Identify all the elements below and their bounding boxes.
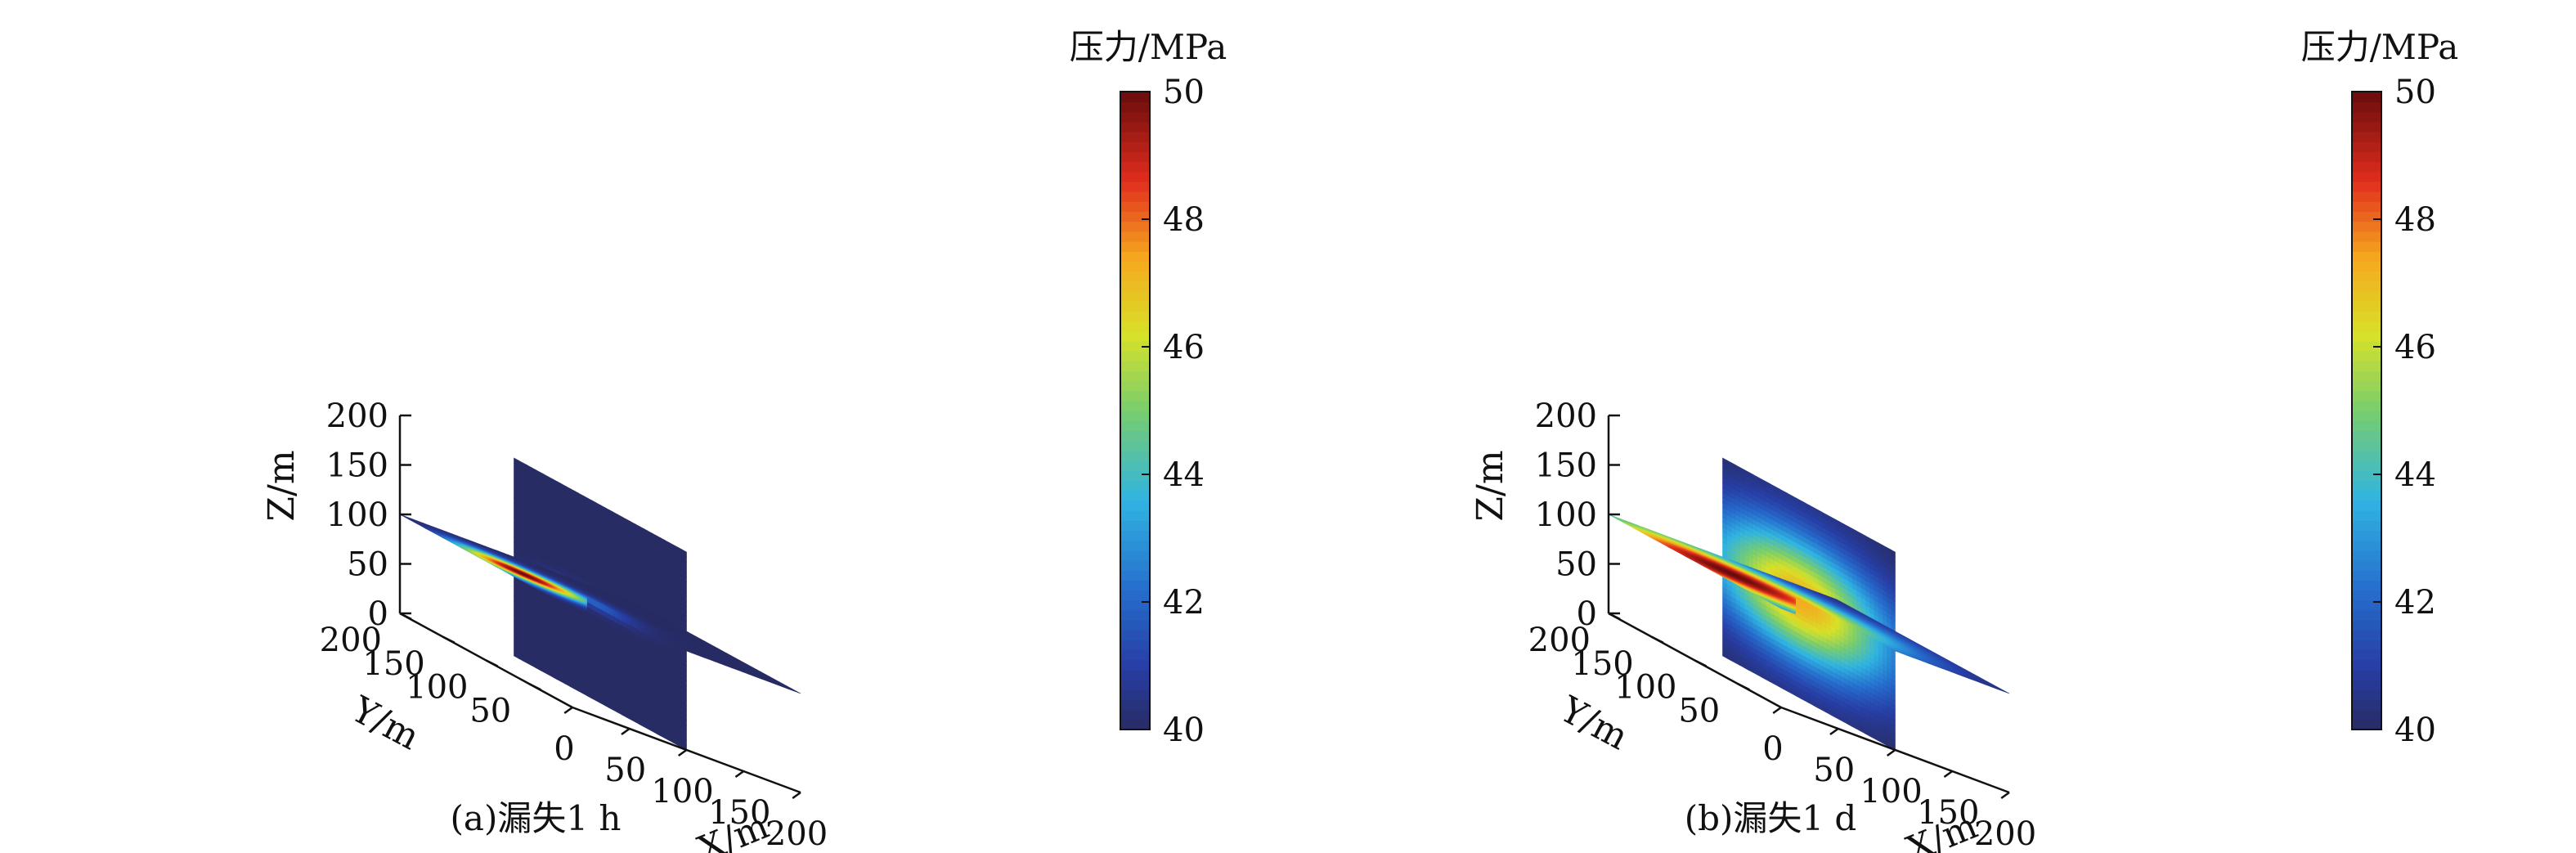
z-axis-label: Z/m — [261, 450, 303, 521]
colorbar-step — [1120, 649, 1150, 661]
colorbar-step — [1120, 659, 1150, 671]
colorbar-step — [1120, 550, 1150, 561]
colorbar-step — [1120, 480, 1150, 492]
colorbar-step — [1120, 281, 1150, 292]
colorbar-tick-label: 44 — [1163, 456, 1205, 494]
colorbar-step — [1120, 400, 1150, 411]
x-tick-label: 200 — [765, 815, 828, 853]
colorbar-step — [1120, 161, 1150, 173]
colorbar-tick-label: 46 — [1163, 329, 1205, 366]
colorbar-step — [1120, 709, 1150, 721]
colorbar-step — [1120, 510, 1150, 521]
colorbar-step — [1120, 590, 1150, 601]
colorbar-step — [1120, 141, 1150, 152]
colorbar-step — [1120, 530, 1150, 541]
colorbar-step — [1120, 290, 1150, 302]
colorbar-step — [1120, 390, 1150, 402]
colorbar-step — [1120, 450, 1150, 461]
colorbar-step — [1120, 300, 1150, 312]
colorbar-step — [1120, 420, 1150, 432]
colorbar-step — [1120, 131, 1150, 142]
y-tick — [528, 683, 541, 691]
colorbar-step — [1120, 191, 1150, 202]
colorbar-step — [1120, 231, 1150, 242]
colorbar-step — [1120, 490, 1150, 501]
colorbar-step — [1120, 370, 1150, 382]
z-tick-label: 0 — [368, 595, 388, 633]
colorbar-step — [1120, 271, 1150, 282]
colorbar-title: 压力/MPa — [1070, 27, 1227, 67]
colorbar-tick-label: 50 — [1163, 74, 1205, 111]
colorbar-step — [1120, 121, 1150, 132]
colorbar-step — [1120, 689, 1150, 701]
colorbar-step — [1120, 151, 1150, 163]
colorbar-step — [1120, 111, 1150, 123]
colorbar-step — [1120, 540, 1150, 551]
colorbar-step — [1120, 520, 1150, 532]
y-tick — [442, 635, 456, 644]
colorbar-step — [1120, 699, 1150, 711]
colorbar-step — [1120, 719, 1150, 730]
colorbar-step — [1120, 630, 1150, 641]
x-tick — [677, 748, 688, 757]
x-tick — [563, 706, 573, 715]
colorbar-step — [1120, 171, 1150, 182]
colorbar-step — [1120, 350, 1150, 361]
colorbar-step — [1120, 570, 1150, 581]
colorbar-step — [1120, 609, 1150, 621]
x-tick-label: 0 — [554, 730, 574, 768]
slice-x100-back — [514, 457, 687, 697]
colorbar-step — [1120, 500, 1150, 511]
x-tick-label: 50 — [604, 752, 646, 789]
colorbar-step — [1120, 669, 1150, 680]
z-tick-label: 200 — [326, 397, 388, 435]
z-tick-label: 100 — [326, 496, 388, 534]
colorbar-step — [1120, 440, 1150, 451]
colorbar-step — [1120, 92, 1150, 102]
colorbar-step — [1120, 240, 1150, 252]
colorbar-step — [1120, 680, 1150, 691]
x-tick — [621, 727, 631, 736]
colorbar-step — [1120, 411, 1150, 421]
y-tick — [485, 659, 499, 667]
y-tick-label: 50 — [469, 692, 511, 730]
colorbar-tick-label: 48 — [1163, 201, 1205, 239]
colorbar-step — [1120, 380, 1150, 392]
colorbar-step — [1120, 361, 1150, 372]
colorbar-step — [1120, 460, 1150, 471]
colorbar-step — [1120, 261, 1150, 272]
colorbar-step — [1120, 251, 1150, 262]
chart-panel-0: 05010015020050100150200050100150200X/mY/… — [261, 27, 1227, 853]
colorbar-step — [1120, 470, 1150, 482]
colorbar-step — [1120, 321, 1150, 332]
colorbar-step — [1120, 221, 1150, 232]
z-tick-label: 150 — [326, 447, 388, 485]
colorbar-step — [1120, 201, 1150, 213]
colorbar-step — [1120, 559, 1150, 571]
colorbar: 40 42 44 46 48 50 压力/MPa — [1070, 27, 1227, 749]
colorbar-tick-label: 42 — [1163, 584, 1205, 622]
colorbar-step — [1120, 330, 1150, 342]
colorbar-tick-label: 40 — [1163, 712, 1205, 749]
x-tick — [792, 791, 801, 800]
colorbar-step — [1120, 640, 1150, 651]
colorbar-step — [1120, 211, 1150, 222]
z-tick-label: 50 — [347, 546, 388, 584]
chart-panel-1: 05010015020050100150200050100150200X/mY/… — [1470, 27, 2458, 853]
panel-caption: (a)漏失1 h — [451, 798, 622, 838]
colorbar-step — [1120, 101, 1150, 113]
colorbar-step — [1120, 311, 1150, 322]
x-tick-label: 100 — [651, 773, 713, 810]
colorbar-step — [1120, 181, 1150, 192]
colorbar-step — [1120, 619, 1150, 631]
colorbar-step — [1120, 430, 1150, 442]
x-tick — [734, 770, 744, 779]
colorbar-step — [1120, 580, 1150, 591]
